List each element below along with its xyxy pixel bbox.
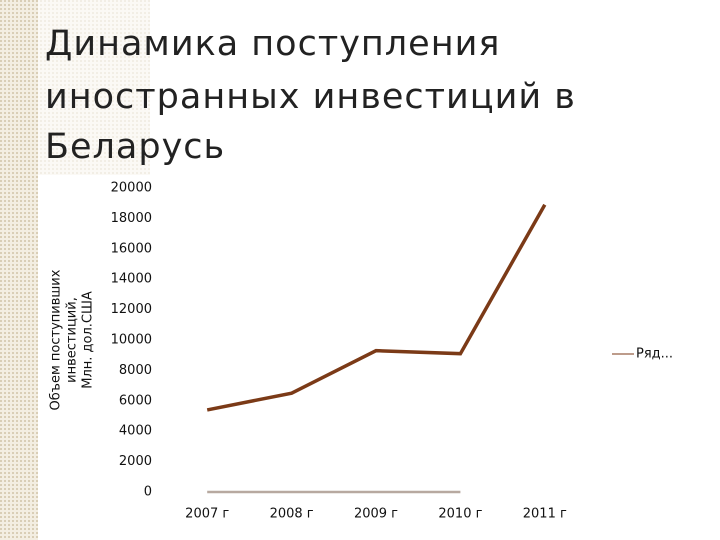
y-tick-label: 14000 xyxy=(111,272,152,287)
title-line: иностранных инвестиций в xyxy=(45,77,576,117)
title-line: Беларусь xyxy=(45,127,225,167)
y-tick-label: 4000 xyxy=(119,424,152,439)
y-tick-label: 8000 xyxy=(119,363,152,378)
y-axis-title: Объем поступивших инвестиций, Млн. дол.С… xyxy=(49,269,96,410)
y-axis-title-line: Млн. дол.США xyxy=(81,291,96,389)
decor-corner xyxy=(0,0,150,175)
y-tick-label: 12000 xyxy=(111,302,152,317)
x-tick-label: 2009 г xyxy=(354,507,398,522)
y-tick-label: 16000 xyxy=(111,241,152,256)
y-axis-title-line: Объем поступивших xyxy=(49,269,64,410)
y-tick-label: 18000 xyxy=(111,211,152,226)
y-tick-label: 20000 xyxy=(111,181,152,196)
series-line xyxy=(206,203,547,412)
x-tick-label: 2007 г xyxy=(185,507,229,522)
x-tick-label: 2010 г xyxy=(438,507,482,522)
title-line: Динамика поступления xyxy=(45,24,500,64)
y-tick-label: 6000 xyxy=(119,393,152,408)
x-tick-label: 2008 г xyxy=(270,507,314,522)
legend-label: Ряд... xyxy=(636,347,673,362)
x-tick-label: 2011 г xyxy=(523,507,567,522)
y-tick-label: 0 xyxy=(144,485,152,500)
y-axis-title-line: инвестиций, xyxy=(65,297,80,383)
y-tick-label: 2000 xyxy=(119,454,152,469)
y-tick-label: 10000 xyxy=(111,333,152,348)
